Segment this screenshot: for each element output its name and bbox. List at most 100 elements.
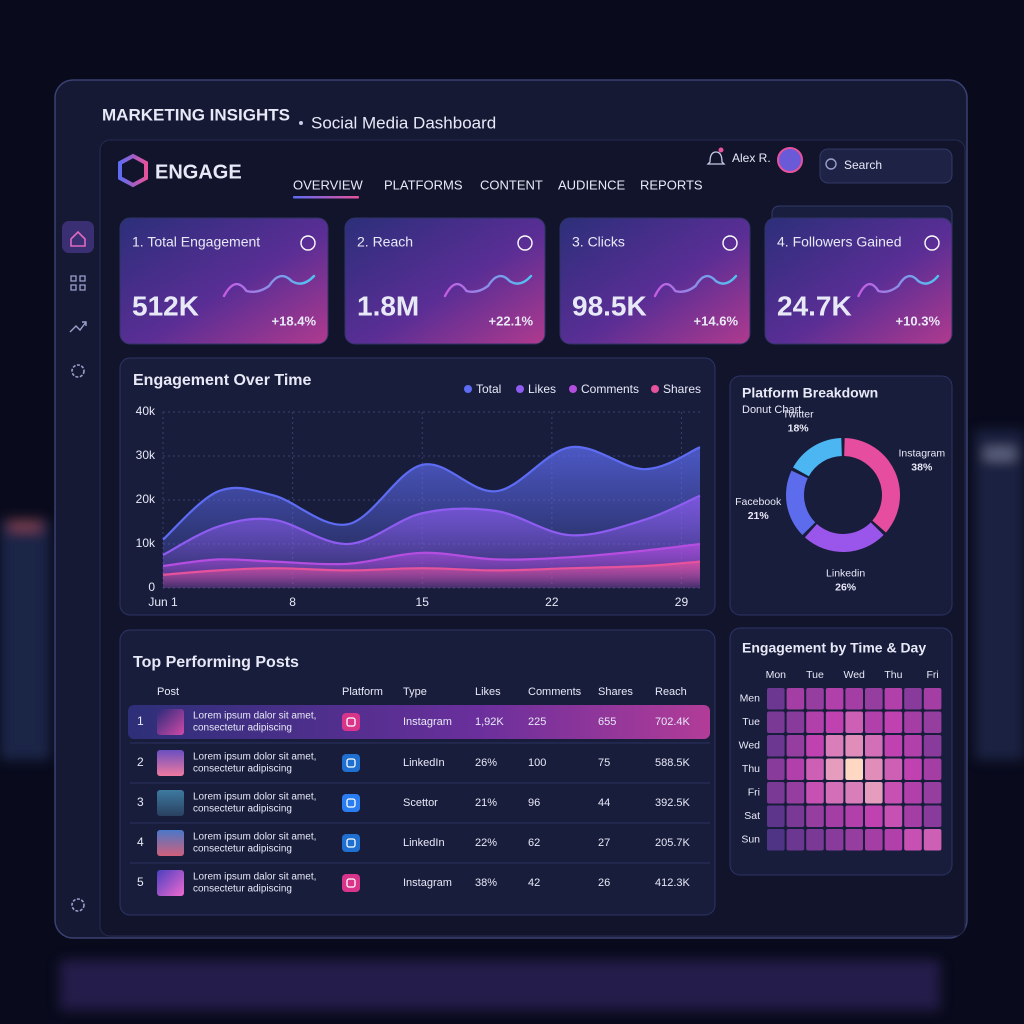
cell-reach: 412.3K [655,877,691,889]
heat-cell [845,805,863,827]
platform-icon [342,834,360,852]
heat-cell [806,829,824,851]
post-text: consectetur adipiscing [193,844,292,855]
heat-cell [825,782,844,804]
heat-cell [904,735,922,757]
post-thumbnail [157,830,184,856]
platform-icon [342,713,360,731]
heat-cell [806,711,824,733]
settings-icon[interactable] [71,364,85,378]
slice-value: 21% [748,510,770,522]
user-name: Alex R. [732,151,771,165]
row-rank: 2 [137,755,144,769]
heat-cell [904,711,922,733]
area-line [162,560,701,576]
heat-cell [904,758,922,780]
platform-icon-glyph [346,838,356,848]
nav-tab[interactable]: REPORTS [640,177,703,192]
nav-tab[interactable]: PLATFORMS [384,177,463,192]
area-line [162,494,701,556]
kpi-sparkline [222,274,316,298]
post-text: Lorem ipsum dolor sit amet, [193,752,316,763]
heat-cell [923,805,942,827]
post-thumbnail [157,750,184,776]
heat-cell [884,782,903,804]
cell-type: LinkedIn [403,757,445,769]
post-thumbnail [157,870,184,896]
y-tick-label: 10k [136,536,156,550]
post-thumbnail [157,709,184,735]
heat-cell [884,805,903,827]
brand-name: ENGAGE [155,161,242,183]
heat-cell [845,688,863,710]
kpi-icon [722,235,738,251]
column-label: Wed [843,669,865,681]
cell-shares: 44 [598,797,610,809]
chart-title: Engagement by Time & Day [742,640,926,656]
heat-cell [786,711,805,733]
user-avatar[interactable] [777,147,803,173]
bell-icon[interactable] [706,151,726,165]
kpi-card [764,217,953,345]
heat-cell [845,711,863,733]
heat-cell [865,829,883,851]
kpi-icon [924,235,940,251]
kpi-label: 4. Followers Gained [777,234,902,250]
row-rank: 3 [137,795,144,809]
row-rank: 1 [137,714,144,728]
grid-icon[interactable] [70,275,86,291]
legend-swatch [651,385,659,393]
sidebar-active [62,221,94,253]
heat-cell [825,688,844,710]
kpi-label: 2. Reach [357,234,413,250]
kpi-value: 1.8M [357,290,419,321]
kpi-value: 24.7K [777,290,852,321]
cell-shares: 26 [598,877,610,889]
kpi-change: +10.3% [896,313,941,328]
area-line [162,445,701,541]
legend-label: Likes [528,382,556,396]
row-label: Tue [742,716,760,728]
cell-shares: 75 [598,757,610,769]
heat-cell [904,688,922,710]
heat-cell [786,758,805,780]
column-header: Post [157,686,179,698]
window-title: MARKETING INSIGHTS [102,105,290,124]
platform-icon-glyph [346,878,356,888]
heat-cell [884,688,903,710]
kpi-value: 512K [132,290,199,321]
nav-tab[interactable]: AUDIENCE [558,177,626,192]
kpi-icon [517,235,533,251]
kpi-card [119,217,329,345]
window-subtitle: Social Media Dashboard [311,113,496,132]
heat-cell [806,688,824,710]
chart-title: Engagement Over Time [133,372,312,389]
cell-reach: 205.7K [655,837,691,849]
y-tick-label: 0 [148,580,155,594]
home-icon[interactable] [70,230,86,247]
table-title: Top Performing Posts [133,654,299,671]
platform-icon-glyph [346,758,356,768]
bell-badge [718,147,724,153]
slice-value: 38% [911,461,933,473]
trend-icon[interactable] [69,321,87,333]
city-lights [0,430,1024,1010]
kpi-card [344,217,546,345]
column-label: Tue [806,669,824,681]
heat-cell [845,735,863,757]
search-box[interactable] [819,148,953,184]
column-header: Likes [475,686,501,698]
post-text: consectetur adipiscing [193,764,292,775]
cell-type: Instagram [403,877,452,889]
chart-title: Platform Breakdown [742,385,878,401]
heat-cell [923,758,942,780]
heat-cell [865,735,883,757]
nav-tab[interactable]: CONTENT [480,177,543,192]
platform-icon-glyph [346,717,356,727]
heat-cell [865,758,883,780]
nav-tab[interactable]: OVERVIEW [293,177,364,192]
heat-cell [865,688,883,710]
heat-cell [904,805,922,827]
settings-icon-bottom[interactable] [71,898,85,912]
